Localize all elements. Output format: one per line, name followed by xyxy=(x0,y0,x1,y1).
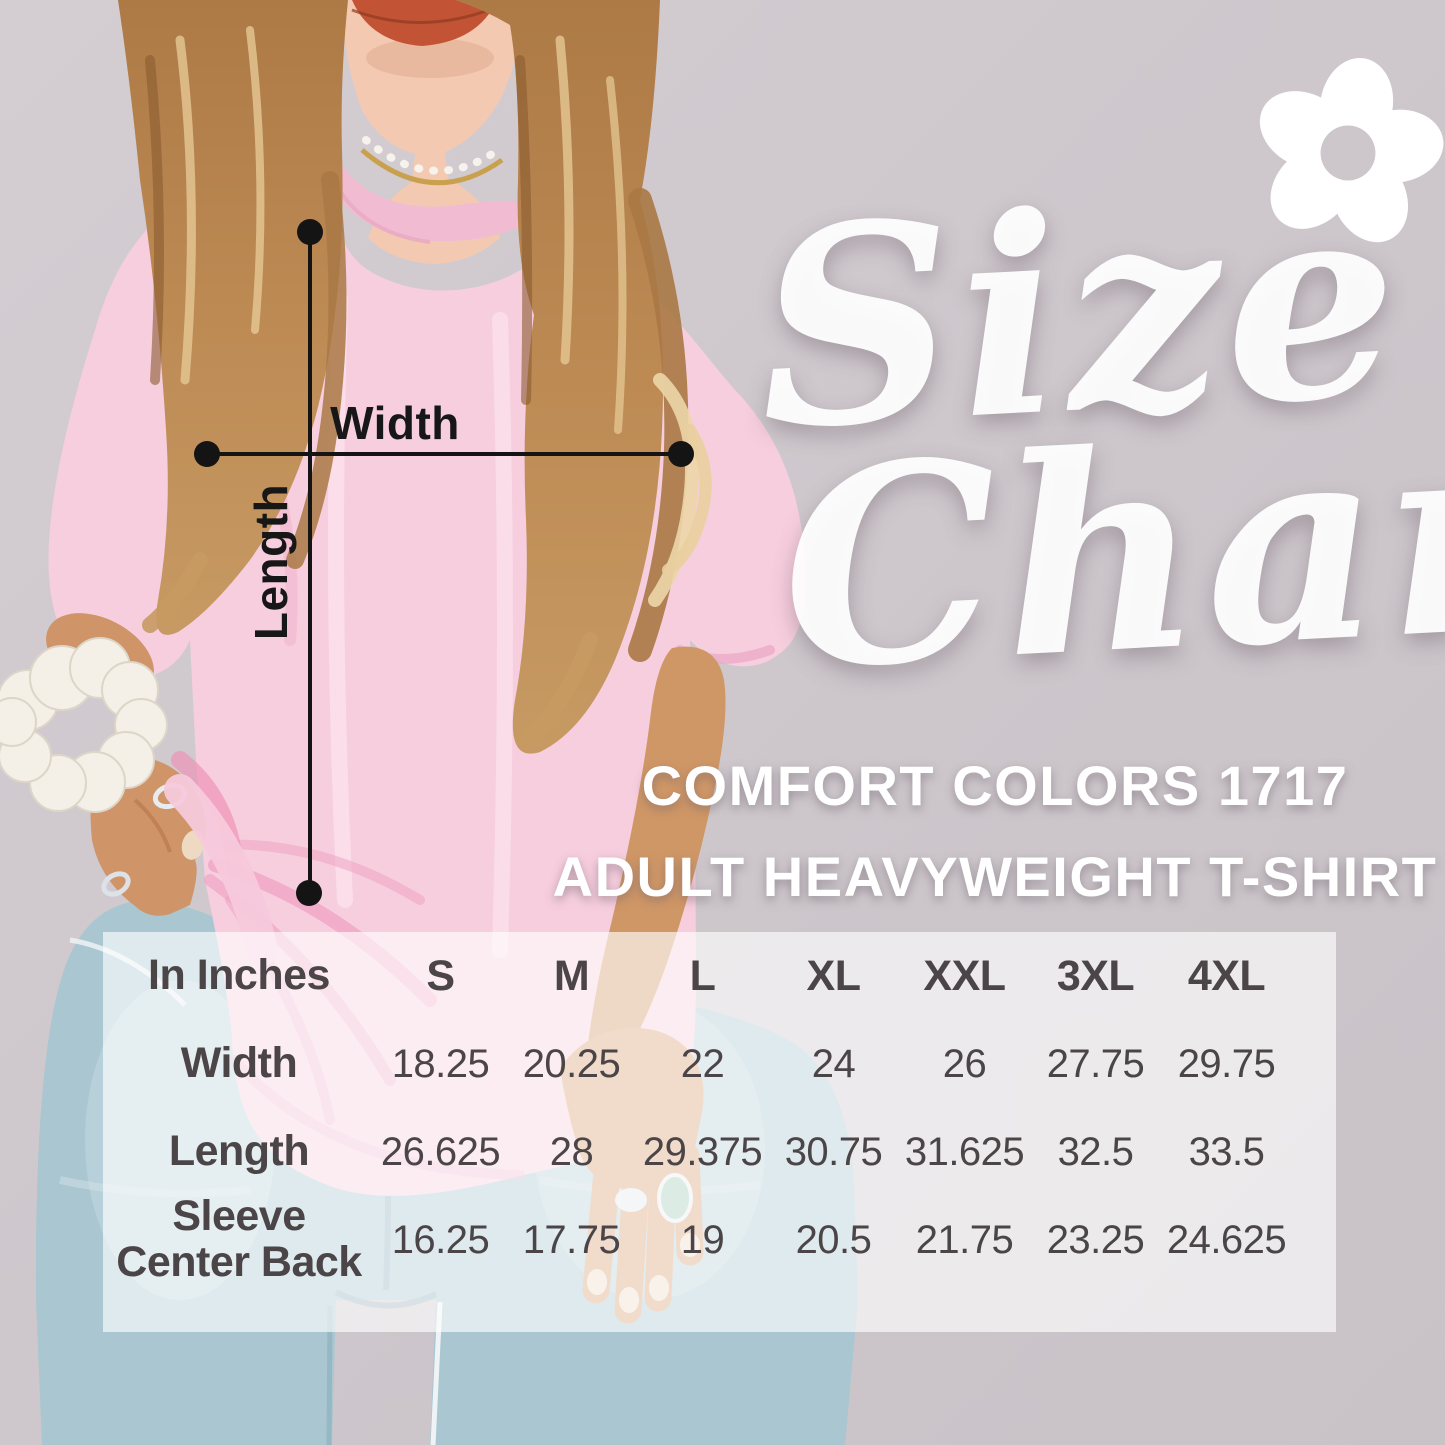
table-header-xxl: XXL xyxy=(923,951,1006,1000)
table-cell: 17.75 xyxy=(522,1217,621,1262)
table-cell: 23.25 xyxy=(1046,1217,1145,1262)
subtitle-line-2: ADULT HEAVYWEIGHT T-SHIRT xyxy=(552,845,1438,908)
table-cell: 16.25 xyxy=(391,1217,490,1262)
table-cell: 24 xyxy=(811,1041,856,1086)
flower-center xyxy=(1320,125,1376,181)
table-cell: 20.5 xyxy=(795,1217,872,1262)
table-cell: 21.75 xyxy=(915,1217,1014,1262)
table-cell: 28 xyxy=(549,1129,594,1174)
table-header-4xl: 4XL xyxy=(1187,951,1266,1000)
table-cell: 31.625 xyxy=(904,1129,1025,1174)
table-cell: 33.5 xyxy=(1188,1129,1265,1174)
table-cell: 24.625 xyxy=(1166,1217,1287,1262)
model-face-neck xyxy=(340,0,525,264)
table-cell: 32.5 xyxy=(1057,1129,1134,1174)
table-cell: 22 xyxy=(680,1041,725,1086)
table-header-3xl: 3XL xyxy=(1056,951,1135,1000)
row-label-sleeve-center-back: Sleeve Center Back xyxy=(116,1192,362,1286)
table-cell: 29.75 xyxy=(1177,1041,1276,1086)
white-scrunchie xyxy=(0,637,168,813)
table-header-s: S xyxy=(426,951,455,1000)
width-line-left-dot xyxy=(194,441,220,467)
table-cell: 18.25 xyxy=(391,1041,490,1086)
table-cell: 27.75 xyxy=(1046,1041,1145,1086)
table-cell: 26.625 xyxy=(380,1129,501,1174)
row-label-width: Width xyxy=(180,1039,298,1088)
product-subtitle: COMFORT COLORS 1717 ADULT HEAVYWEIGHT T-… xyxy=(545,740,1445,922)
hair xyxy=(118,0,712,754)
table-cell: 29.375 xyxy=(642,1129,763,1174)
title-word-chart: Chart xyxy=(774,366,1445,732)
table-header-m: M xyxy=(553,951,590,1000)
table-cell: 30.75 xyxy=(784,1129,883,1174)
flower-icon xyxy=(1259,57,1444,243)
collar xyxy=(322,162,558,242)
size-table: In Inches S M L XL XXL 3XL 4XL Width 18.… xyxy=(103,932,1336,1332)
length-label: Length xyxy=(245,483,297,641)
table-header-units: In Inches xyxy=(148,951,330,1000)
table-cell: 20.25 xyxy=(522,1041,621,1086)
length-line-top-dot xyxy=(297,219,323,245)
row-label-length: Length xyxy=(168,1127,310,1176)
pearl-necklace xyxy=(362,136,502,175)
left-arm xyxy=(0,613,278,966)
table-header-xl: XL xyxy=(806,951,861,1000)
table-cell: 26 xyxy=(942,1041,987,1086)
table-header-l: L xyxy=(689,951,716,1000)
table-cell: 19 xyxy=(680,1217,725,1262)
subtitle-line-1: COMFORT COLORS 1717 xyxy=(641,754,1349,817)
length-measure-line xyxy=(308,232,312,893)
width-measure-line xyxy=(207,452,681,456)
length-line-bottom-dot xyxy=(296,880,322,906)
gold-necklace xyxy=(360,148,504,186)
width-label: Width xyxy=(330,397,460,449)
width-line-right-dot xyxy=(668,441,694,467)
